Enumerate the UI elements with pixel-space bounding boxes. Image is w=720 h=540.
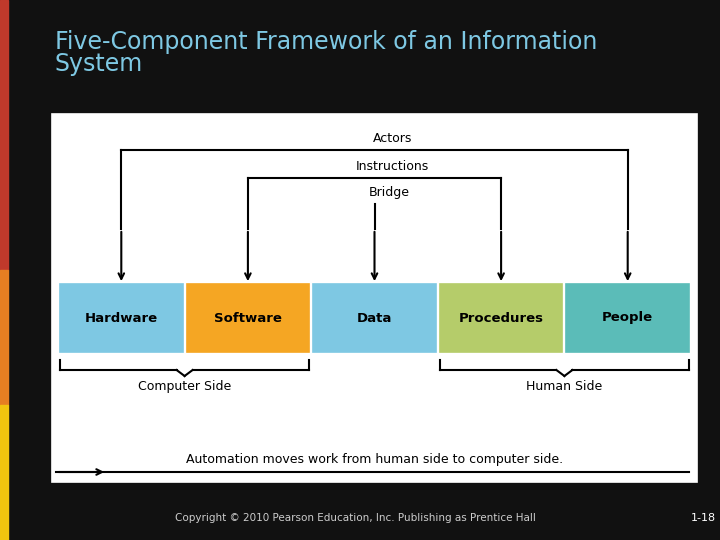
Text: Computer Side: Computer Side (138, 380, 231, 393)
Bar (0, 270, 8, 405)
Bar (186, 284, 309, 352)
Bar (567, 284, 689, 352)
Bar (0, 135, 8, 270)
Bar (52, 114, 697, 482)
Text: Procedures: Procedures (459, 312, 544, 325)
Text: Automation moves work from human side to computer side.: Automation moves work from human side to… (186, 454, 563, 467)
Text: 1-18: 1-18 (690, 513, 716, 523)
Text: System: System (55, 52, 143, 76)
Text: Copyright © 2010 Pearson Education, Inc. Publishing as Prentice Hall: Copyright © 2010 Pearson Education, Inc.… (174, 513, 536, 523)
Text: Instructions: Instructions (356, 160, 429, 173)
Bar (440, 284, 562, 352)
Bar (0, 0, 8, 135)
Text: Human Side: Human Side (526, 380, 603, 393)
Text: Five-Component Framework of an Information: Five-Component Framework of an Informati… (55, 30, 598, 54)
Bar (60, 284, 183, 352)
Text: People: People (602, 312, 653, 325)
Text: Hardware: Hardware (85, 312, 158, 325)
Text: Data: Data (357, 312, 392, 325)
Bar (313, 284, 436, 352)
Text: Actors: Actors (373, 132, 412, 145)
Bar (0, 405, 8, 540)
Text: Software: Software (214, 312, 282, 325)
Text: Bridge: Bridge (369, 186, 410, 199)
